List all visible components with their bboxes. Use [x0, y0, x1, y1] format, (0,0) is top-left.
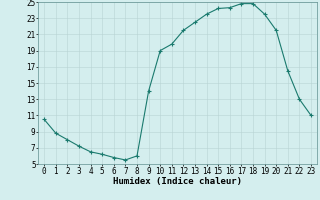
X-axis label: Humidex (Indice chaleur): Humidex (Indice chaleur) — [113, 177, 242, 186]
